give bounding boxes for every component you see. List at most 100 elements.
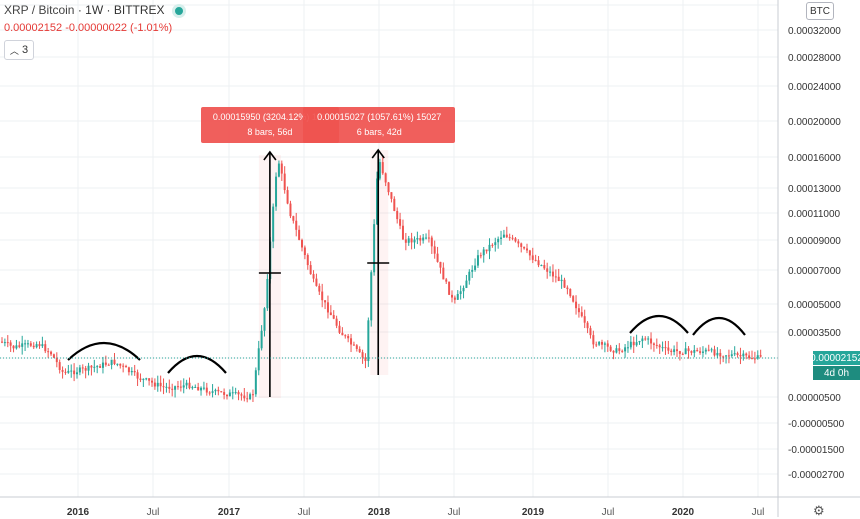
time-tick-label: Jul: [147, 507, 160, 517]
candle: [730, 350, 733, 358]
candle: [745, 352, 748, 360]
candle: [321, 283, 324, 308]
candle: [471, 265, 474, 278]
candle: [635, 334, 638, 347]
candle: [301, 238, 303, 252]
candle: [485, 249, 488, 254]
candle: [211, 384, 214, 398]
pattern-arc-2: [167, 355, 227, 374]
candle: [557, 268, 560, 282]
candle: [44, 340, 47, 354]
candle: [251, 389, 254, 403]
gear-icon[interactable]: ⚙: [813, 503, 825, 518]
candle: [21, 335, 24, 355]
candle: [381, 156, 384, 175]
candle: [76, 367, 78, 379]
candle: [401, 219, 404, 241]
candle: [286, 186, 289, 205]
candle: [254, 367, 257, 397]
candle: [451, 290, 453, 303]
candle: [427, 229, 430, 243]
interval-label[interactable]: 1W: [85, 3, 104, 17]
candle: [453, 295, 456, 304]
candle: [497, 236, 500, 249]
price-tick-label: 0.00000500: [788, 393, 841, 404]
symbol-title[interactable]: XRP / Bitcoin: [4, 3, 75, 17]
candle: [425, 233, 428, 240]
price-tick-label: -0.00002700: [788, 470, 845, 481]
price-tick-label: 0.00032000: [788, 26, 841, 37]
candle: [125, 364, 128, 368]
candle: [681, 352, 684, 356]
candle: [664, 340, 667, 355]
candle: [751, 350, 753, 360]
candle: [378, 158, 381, 181]
candle: [335, 315, 338, 329]
currency-badge[interactable]: BTC: [806, 2, 834, 20]
candle: [234, 387, 237, 395]
candle: [540, 264, 543, 267]
candle: [64, 368, 67, 375]
candle: [156, 375, 159, 392]
price-tick-label: 0.00024000: [788, 82, 841, 93]
candle: [716, 347, 719, 358]
candle: [572, 295, 575, 303]
candle: [153, 378, 156, 390]
candle: [52, 353, 55, 359]
market-open-icon: [171, 3, 186, 18]
candle: [430, 235, 433, 254]
measure-arrow-1: [258, 150, 281, 397]
candle: [621, 349, 624, 353]
candle: [249, 392, 252, 401]
candle: [243, 387, 246, 402]
candle: [543, 259, 546, 270]
candle: [505, 226, 508, 239]
candle: [272, 203, 275, 249]
candle: [231, 386, 234, 400]
candle: [145, 377, 148, 381]
candle: [508, 233, 511, 241]
candle: [358, 346, 361, 353]
candle: [433, 240, 436, 259]
candle: [81, 364, 84, 374]
time-tick-label: 2017: [218, 507, 241, 517]
candle: [295, 212, 298, 237]
candle: [226, 394, 228, 400]
candle: [534, 254, 537, 262]
legend-collapse-button[interactable]: ︿ 3: [4, 40, 34, 60]
candle: [41, 336, 44, 349]
candle: [632, 336, 635, 353]
candle: [202, 381, 205, 391]
measure-label-2[interactable]: 0.00015027 (1057.61%) 15027 6 bars, 42d: [303, 107, 456, 143]
candle: [50, 350, 53, 357]
candle: [462, 285, 465, 299]
price-tick-label: 0.00011000: [788, 209, 841, 220]
candle: [650, 332, 653, 350]
price-tick-label: 0.00013000: [788, 184, 841, 195]
candle: [35, 341, 38, 349]
candle: [159, 375, 162, 392]
candle: [399, 212, 402, 230]
candle: [592, 330, 595, 349]
measure-2-bars: 6 bars, 42d: [356, 127, 402, 137]
candle: [479, 252, 482, 259]
candle: [298, 225, 301, 241]
candle: [520, 242, 523, 253]
candle: [719, 349, 722, 365]
candle: [629, 335, 632, 350]
candle: [647, 336, 650, 345]
candle: [188, 377, 191, 390]
candle: [404, 232, 407, 251]
candle: [61, 366, 64, 379]
candle: [292, 215, 295, 224]
time-tick-label: 2016: [67, 507, 90, 517]
candle: [182, 378, 185, 394]
candle: [580, 306, 583, 318]
candle: [526, 243, 528, 254]
candle: [191, 385, 194, 390]
candle: [101, 356, 104, 374]
candle: [116, 363, 119, 367]
candle: [419, 235, 422, 246]
